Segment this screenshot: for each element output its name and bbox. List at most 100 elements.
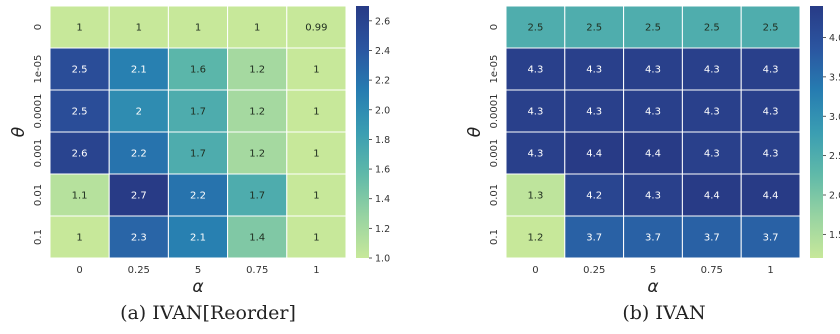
colorbar-tick-label: 3.5 [829,72,840,83]
heatmap-cell [227,89,288,133]
y-tick-label: 0 [33,24,44,30]
heatmap-cell [167,47,229,91]
cell-value-label: 1 [313,65,319,76]
x-tick-label: 0.25 [583,265,605,276]
cell-value-label: 4.3 [586,65,602,76]
colorbar-tick-label: 2.5 [829,151,840,162]
heatmap-cell [49,47,110,91]
cell-value-label: 4.3 [763,65,779,76]
cell-value-label: 4.4 [586,149,602,160]
x-tick-label: 5 [195,265,201,276]
cell-value-label: 1.2 [249,149,265,160]
cell-value-label: 4.3 [527,107,543,118]
cell-value-label: 4.3 [645,65,661,76]
heatmap-cell [740,89,801,133]
heatmap-cell [740,173,801,217]
cell-value-label: 1 [313,191,319,202]
colorbar-tick-label: 3.0 [829,112,840,123]
cell-value-label: 2.5 [704,23,720,34]
y-tick-label: 0 [489,24,500,30]
x-tick-label: 0.75 [246,265,268,276]
cell-value-label: 3.7 [586,233,602,244]
y-axis-label: θ [9,126,29,137]
cell-value-label: 4.3 [586,107,602,118]
heatmap-cell [740,5,801,49]
cell-value-label: 4.2 [586,191,602,202]
cell-value-label: 4.3 [704,149,720,160]
cell-value-label: 3.7 [763,233,779,244]
colorbar-tick-label: 2.0 [375,105,390,116]
y-tick-label: 0.001 [489,139,500,168]
cell-value-label: 1 [136,23,142,34]
heatmap-cell [49,5,110,49]
cell-value-label: 2.2 [131,149,147,160]
heatmap-cell [286,47,347,91]
heatmap-cell [564,131,625,175]
colorbar [356,6,369,258]
cell-value-label: 1.2 [249,107,265,118]
y-tick-label: 1e-05 [489,55,500,84]
cell-value-label: 1.2 [527,233,543,244]
y-tick-label: 0.1 [489,229,500,245]
cell-value-label: 1 [195,23,201,34]
cell-value-label: 2.1 [131,65,147,76]
heatmap-cell [623,215,683,259]
heatmap-cell [623,173,683,217]
x-tick-label: 0 [532,265,538,276]
cell-value-label: 2.5 [527,23,543,34]
cell-value-label: 1.7 [190,149,206,160]
heatmap-cell [681,215,742,259]
cell-value-label: 3.7 [645,233,661,244]
heatmap-cell [227,215,288,259]
heatmap-cell [108,215,169,259]
cell-value-label: 2.6 [72,149,88,160]
caption-b: (b) IVAN [622,302,706,324]
colorbar-tick-label: 1.8 [375,135,390,146]
x-tick-label: 5 [650,265,656,276]
cell-value-label: 2.7 [131,191,147,202]
heatmap-cell [740,215,801,259]
heatmap-cell [167,5,229,49]
colorbar-tick-label: 2.2 [375,76,390,87]
y-axis-label: θ [465,126,485,137]
colorbar-tick-label: 1.4 [375,194,390,205]
heatmap-cell [286,131,347,175]
heatmap-cell [740,131,801,175]
cell-value-label: 4.3 [527,65,543,76]
cell-value-label: 2.5 [72,65,88,76]
cell-value-label: 1 [313,149,319,160]
heatmap-cell [505,47,566,91]
heatmap-cell [49,131,110,175]
cell-value-label: 2.5 [645,23,661,34]
cell-value-label: 3.7 [704,233,720,244]
cell-value-label: 1 [76,233,82,244]
cell-value-label: 4.4 [763,191,779,202]
cell-value-label: 2.5 [72,107,88,118]
cell-value-label: 1 [313,107,319,118]
heatmap-cell [108,173,169,217]
cell-value-label: 4.4 [704,191,720,202]
cell-value-label: 4.3 [704,65,720,76]
cell-value-label: 2 [136,107,142,118]
colorbar-tick-label: 2.6 [375,16,390,27]
y-tick-label: 0.01 [489,184,500,206]
heatmap-cell [505,131,566,175]
heatmap-cell [564,5,625,49]
cell-value-label: 2.3 [131,233,147,244]
cell-value-label: 1.1 [72,191,88,202]
colorbar-tick-label: 1.2 [375,224,390,235]
cell-value-label: 2.5 [586,23,602,34]
heatmap-cell [227,131,288,175]
y-tick-label: 0.0001 [489,94,500,129]
y-tick-label: 0.0001 [33,94,44,129]
cell-value-label: 1.6 [190,65,206,76]
caption-a: (a) IVAN[Reorder] [120,302,296,324]
cell-value-label: 4.3 [763,107,779,118]
heatmap-cell [108,5,169,49]
cell-value-label: 4.4 [645,149,661,160]
cell-value-label: 4.3 [645,191,661,202]
y-tick-label: 0.01 [33,184,44,206]
heatmap-cell [564,215,625,259]
colorbar-tick-label: 1.5 [829,230,840,241]
x-tick-label: 0.25 [128,265,150,276]
